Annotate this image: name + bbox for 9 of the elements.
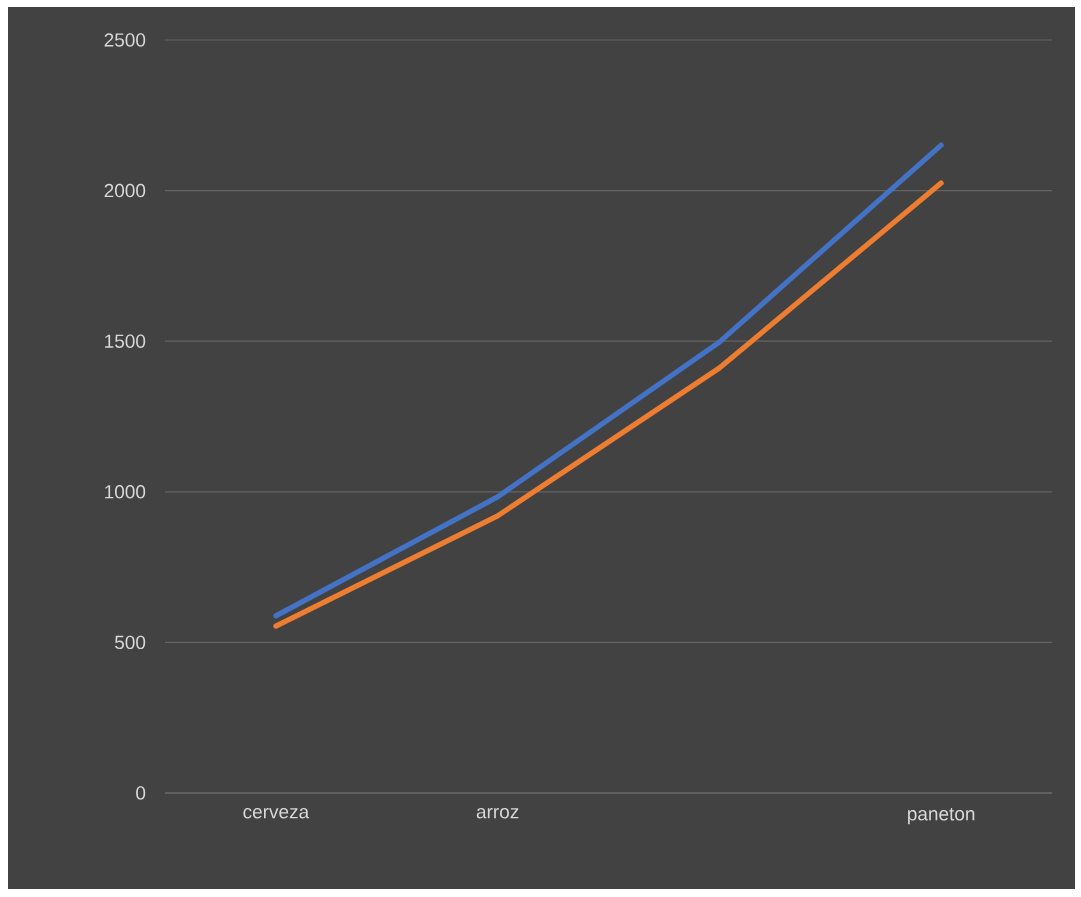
y-tick-label: 1500	[105, 334, 146, 348]
y-tick-label: 1000	[105, 485, 146, 499]
y-tick-label: 2500	[104, 33, 146, 47]
x-tick-label: paneton	[908, 808, 975, 825]
x-tick-label: arroz	[476, 808, 519, 819]
y-tick-label: 0	[136, 786, 146, 800]
y-tick-label: 2000	[104, 183, 146, 198]
y-tick-label: 500	[114, 635, 146, 650]
x-tick-label: cerveza	[243, 808, 310, 819]
